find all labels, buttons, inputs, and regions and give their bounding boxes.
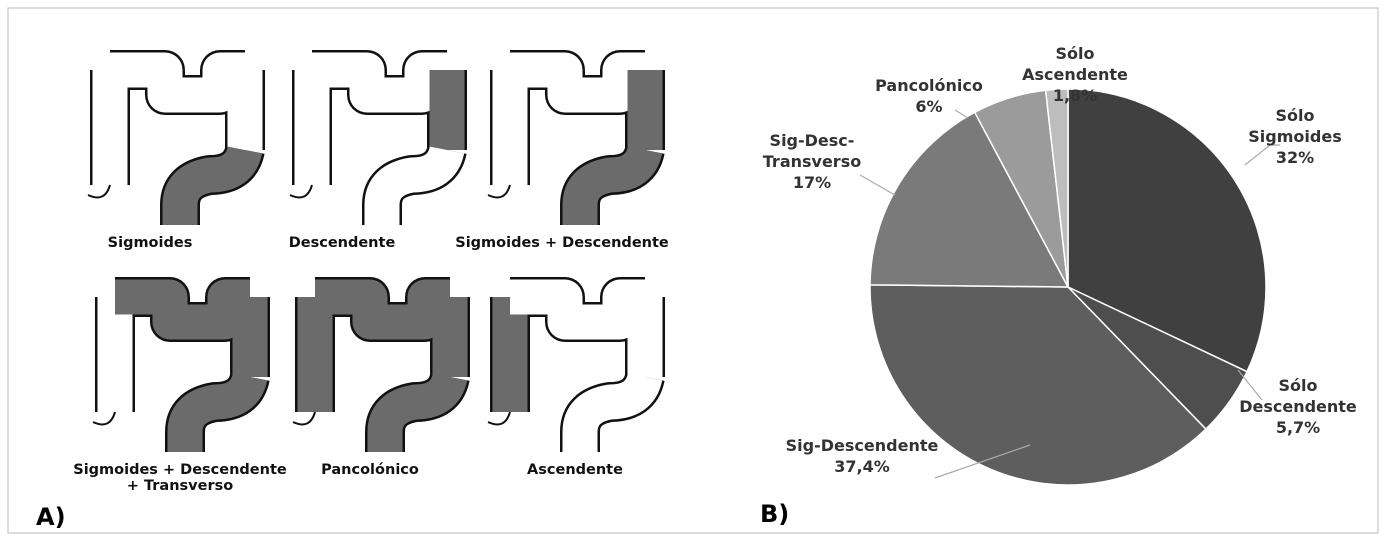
diagram-label: Sigmoides + Descendente — [455, 235, 668, 251]
colon-segment — [510, 70, 645, 95]
colon — [293, 297, 450, 452]
colon — [488, 70, 645, 225]
cecum — [93, 412, 115, 424]
category-label: Sólo Descendente — [1239, 376, 1357, 416]
category-label: Sólo Ascendente — [1022, 44, 1128, 84]
cecum — [488, 185, 510, 197]
panel-label: A) — [36, 503, 66, 531]
value-label: 37,4% — [777, 456, 947, 477]
diagram-label: Ascendente — [527, 462, 623, 478]
diagram-label: Descendente — [289, 235, 396, 251]
colon — [88, 70, 245, 225]
diagram-label: Pancolónico — [321, 462, 419, 478]
colon-segment — [115, 297, 250, 322]
cecum — [290, 185, 312, 197]
value-label: 5,7% — [1238, 417, 1358, 438]
diagram-label: Sigmoides + Descendente + Transverso — [65, 462, 295, 494]
colon — [290, 70, 447, 225]
pie — [870, 89, 1266, 485]
diagram-label: Sigmoides — [108, 235, 193, 251]
cecum — [488, 412, 510, 424]
category-label: Sig-Descendente — [786, 436, 939, 455]
panel-label: B) — [760, 500, 789, 528]
category-label: Sig-Desc-Transverso — [763, 131, 861, 171]
cecum — [293, 412, 315, 424]
cecum — [88, 185, 110, 197]
value-label: 32% — [1240, 147, 1350, 168]
colon-segment — [315, 297, 450, 322]
colon-diagrams — [88, 70, 645, 452]
category-label: Sólo Sigmoides — [1248, 106, 1341, 146]
colon — [93, 297, 250, 452]
colon-segment — [312, 70, 447, 95]
colon-segment — [110, 70, 245, 95]
value-label: 6% — [874, 96, 984, 117]
canvas — [0, 0, 1386, 541]
colon-segment — [510, 297, 645, 322]
colon — [488, 297, 645, 452]
category-label: Pancolónico — [875, 76, 983, 95]
figure: A) B) Sigmoides Descendente Sigmoides + … — [0, 0, 1386, 541]
value-label: 1,8% — [1020, 85, 1130, 106]
value-label: 17% — [757, 172, 867, 193]
